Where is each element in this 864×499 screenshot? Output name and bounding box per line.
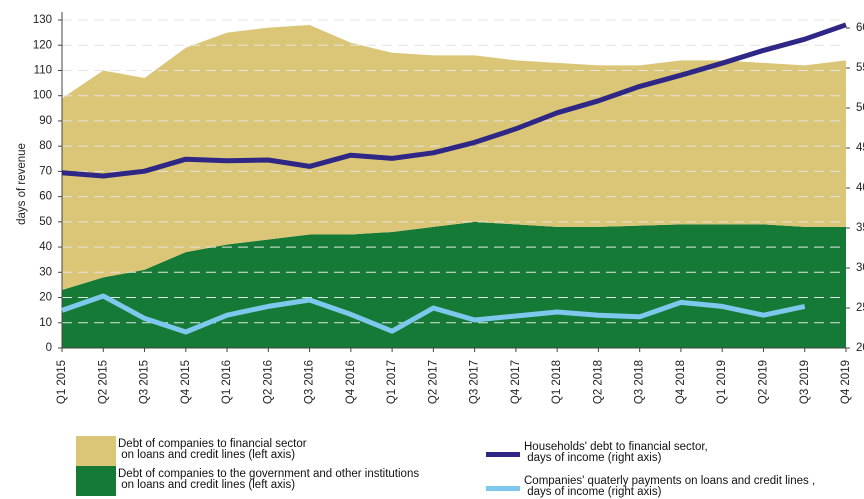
x-tick-label: Q1 2019 xyxy=(716,360,728,404)
y2-tick-label: 500 xyxy=(856,102,864,114)
x-tick-label: Q1 2018 xyxy=(551,360,563,404)
y-tick-label: 130 xyxy=(33,14,52,26)
x-tick-label: Q4 2015 xyxy=(180,360,192,404)
x-tick-label: Q4 2019 xyxy=(840,360,852,404)
x-tick-label: Q4 2018 xyxy=(675,360,687,404)
y-tick-label: 100 xyxy=(33,90,52,102)
x-tick-label: Q3 2016 xyxy=(304,360,316,404)
x-tick-label: Q2 2016 xyxy=(262,360,274,404)
legend-label: Households' debt to financial sector, da… xyxy=(524,441,708,464)
y-tick-label: 0 xyxy=(46,342,52,354)
x-tick-label: Q2 2019 xyxy=(758,360,770,404)
legend-swatch xyxy=(76,466,116,496)
line xyxy=(61,22,847,179)
line xyxy=(61,293,806,335)
x-tick-label: Q3 2015 xyxy=(139,360,151,404)
y-tick-label: 90 xyxy=(39,115,52,127)
x-tick-label: Q4 2017 xyxy=(510,360,522,404)
y2-tick-label: 300 xyxy=(856,262,864,274)
y-axis-label: days of revenue xyxy=(16,143,28,225)
area xyxy=(62,221,846,348)
x-tick-label: Q1 2015 xyxy=(56,360,68,404)
legend-label: Debt of companies to financial sector on… xyxy=(118,438,307,461)
y2-tick-label: 400 xyxy=(856,182,864,194)
legend-swatch xyxy=(486,452,520,457)
area xyxy=(62,25,846,290)
x-tick-label: Q4 2016 xyxy=(345,360,357,404)
y-tick-label: 80 xyxy=(39,140,52,152)
x-tick-label: Q3 2017 xyxy=(469,360,481,404)
y-tick-label: 120 xyxy=(33,39,52,51)
legend-label: Debt of companies to the government and … xyxy=(118,468,420,491)
y-tick-label: 20 xyxy=(39,292,52,304)
x-tick-label: Q2 2017 xyxy=(427,360,439,404)
y2-tick-label: 350 xyxy=(856,222,864,234)
x-tick-label: Q2 2018 xyxy=(592,360,604,404)
y2-tick-label: 450 xyxy=(856,142,864,154)
y2-tick-label: 600 xyxy=(856,22,864,34)
x-tick-label: Q3 2018 xyxy=(634,360,646,404)
x-tick-label: Q1 2017 xyxy=(386,360,398,404)
legend-swatch xyxy=(76,436,116,466)
y2-tick-label: 550 xyxy=(856,62,864,74)
y-tick-label: 30 xyxy=(39,266,52,278)
x-tick-label: Q3 2019 xyxy=(799,360,811,404)
legend-label: Companies' quaterly payments on loans an… xyxy=(524,475,816,498)
y-tick-label: 60 xyxy=(39,191,52,203)
y-tick-label: 110 xyxy=(34,64,52,76)
legend-swatch xyxy=(486,486,520,491)
x-tick-label: Q1 2016 xyxy=(221,360,233,404)
y-tick-label: 70 xyxy=(39,165,52,177)
x-tick-label: Q2 2015 xyxy=(97,360,109,404)
y-tick-label: 10 xyxy=(39,317,52,329)
y-tick-label: 50 xyxy=(39,216,52,228)
y2-tick-label: 200 xyxy=(856,342,864,354)
y-tick-label: 40 xyxy=(39,241,52,253)
y2-tick-label: 250 xyxy=(856,302,864,314)
